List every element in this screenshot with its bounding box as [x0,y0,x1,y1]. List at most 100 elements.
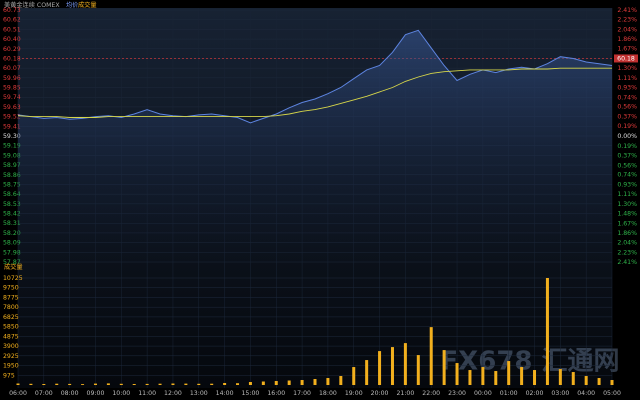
header-avg: 均价 [66,1,78,9]
x-tick-label: 08:00 [61,390,79,397]
y-tick-label: 58.09 [3,240,21,247]
volume-bar [106,383,110,385]
volume-bar [236,383,240,385]
x-tick-label: 03:00 [551,390,569,397]
y-tick-label: 59.08 [3,152,21,159]
volume-bar [326,378,330,385]
volume-bar [365,360,369,385]
y2-tick-label: 1.11% [617,75,637,82]
volume-tick-label: 5850 [3,324,19,331]
volume-bar [378,351,382,385]
y2-tick-label: 2.23% [617,16,637,23]
volume-tick-label: 975 [3,372,15,379]
volume-tick-label: 6825 [3,314,19,321]
volume-bar [68,383,72,385]
price-area [18,30,612,262]
y-tick-label: 58.97 [3,162,21,169]
y2-tick-label: 2.04% [617,26,637,33]
y-tick-label: 58.42 [3,211,21,218]
x-tick-label: 02:00 [526,390,544,397]
x-tick-label: 06:00 [9,390,27,397]
average-line [17,67,612,118]
y-tick-label: 59.41 [3,123,21,130]
volume-bar [520,367,524,385]
x-tick-label: 10:00 [112,390,130,397]
volume-bar [558,369,562,385]
volume-bar [481,367,485,385]
y-tick-label: 59.63 [3,104,21,111]
volume-tick-label: 3900 [3,343,19,350]
x-tick-label: 22:00 [422,390,440,397]
header-symbol: 美黄金连续 COMEX [4,1,60,9]
reference-label-box [614,54,638,63]
volume-bar [545,278,549,385]
y2-tick-label: 0.56% [617,104,637,111]
y2-tick-label: 2.41% [617,7,637,14]
y2-tick-label: 0.93% [617,182,637,189]
volume-bar [132,384,136,385]
y2-tick-label: 1.86% [617,36,637,43]
volume-bar [81,384,85,385]
y-tick-label: 60.07 [3,65,21,72]
volume-bar [313,379,317,385]
volume-bar [300,380,304,385]
volume-bar [287,380,291,385]
volume-tick-label: 1950 [3,363,19,370]
y2-tick-label: 1.67% [617,220,637,227]
volume-bar [210,383,214,385]
volume-bar [248,382,252,385]
volume-bar [16,383,20,385]
x-tick-label: 18:00 [319,390,337,397]
volume-bar [429,327,433,385]
x-tick-label: 11:00 [138,390,156,397]
x-tick-label: 19:00 [345,390,363,397]
y2-tick-label: 0.00% [617,133,637,140]
volume-bar [223,383,227,385]
volume-bar [197,383,201,385]
volume-tick-label: 4875 [3,333,19,340]
x-tick-label: 15:00 [242,390,260,397]
volume-bar [184,383,188,385]
volume-bar [42,384,46,385]
volume-bar [55,383,59,385]
y-tick-label: 58.64 [3,191,21,198]
header-volume: 成交量 [78,1,97,9]
volume-tick-label: 8775 [3,294,19,301]
volume-title: 成交量 [4,263,23,271]
y2-tick-label: 0.19% [617,123,637,130]
volume-tick-label: 10725 [3,275,23,282]
volume-bar [416,355,420,385]
y-tick-label: 57.98 [3,249,21,256]
y2-tick-label: 0.93% [617,84,637,91]
x-tick-label: 09:00 [87,390,105,397]
volume-tick-label: 7800 [3,304,19,311]
y2-tick-label: 0.37% [617,114,637,121]
volume-bar [145,383,149,385]
y2-tick-label: 0.37% [617,152,637,159]
y-tick-label: 58.86 [3,172,21,179]
volume-bar [119,383,123,385]
y-tick-label: 58.53 [3,201,21,208]
watermark: FX678 汇通网 [440,347,619,377]
x-tick-label: 01:00 [500,390,518,397]
x-tick-label: 20:00 [371,390,389,397]
volume-bar [507,361,511,385]
x-tick-label: 12:00 [164,390,182,397]
x-tick-label: 07:00 [35,390,53,397]
x-tick-label: 04:00 [577,390,595,397]
y-tick-label: 60.29 [3,46,21,53]
y-tick-label: 60.62 [3,17,21,24]
volume-bar [597,378,601,385]
y-tick-label: 59.96 [3,75,21,82]
y2-tick-label: 0.74% [617,94,637,101]
y2-tick-label: 1.11% [617,191,637,198]
x-tick-label: 00:00 [474,390,492,397]
y2-tick-label: 2.23% [617,250,637,257]
volume-bar [352,367,356,385]
reference-label: 60.18 [617,55,635,62]
y-tick-label: 59.19 [3,143,21,150]
y-tick-label: 59.85 [3,85,21,92]
volume-bar [571,372,575,385]
volume-bar [274,381,278,385]
